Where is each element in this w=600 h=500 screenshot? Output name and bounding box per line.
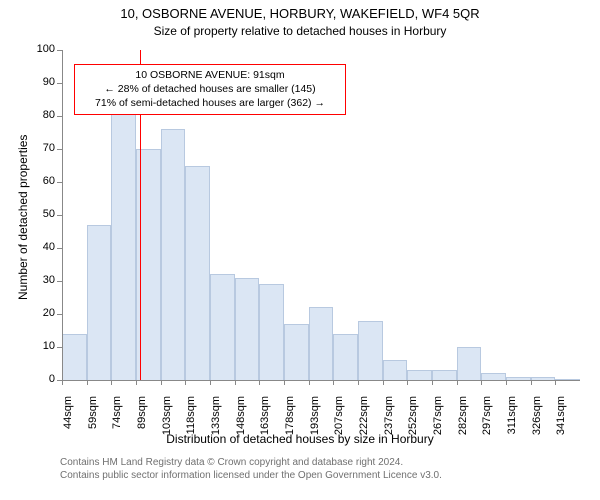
footer-attribution: Contains HM Land Registry data © Crown c… — [60, 456, 442, 482]
histogram-bar — [309, 307, 334, 380]
footer-line-1: Contains HM Land Registry data © Crown c… — [60, 456, 442, 469]
x-axis-label: Distribution of detached houses by size … — [0, 432, 600, 446]
x-tick — [506, 380, 507, 385]
x-tick — [235, 380, 236, 385]
histogram-bar — [185, 166, 210, 381]
y-tick-label: 80 — [27, 109, 55, 121]
y-tick — [57, 116, 62, 117]
x-tick — [87, 380, 88, 385]
chart-subtitle: Size of property relative to detached ho… — [0, 24, 600, 38]
histogram-bar — [87, 225, 112, 380]
y-tick-label: 0 — [27, 373, 55, 385]
y-tick — [57, 248, 62, 249]
y-tick — [57, 149, 62, 150]
y-tick-label: 90 — [27, 76, 55, 88]
y-tick — [57, 215, 62, 216]
histogram-bar — [62, 334, 87, 380]
y-tick — [57, 314, 62, 315]
y-axis-line — [62, 50, 63, 380]
chart-container: 10, OSBORNE AVENUE, HORBURY, WAKEFIELD, … — [0, 0, 600, 500]
x-tick — [161, 380, 162, 385]
y-tick-label: 10 — [27, 340, 55, 352]
histogram-bar — [111, 113, 136, 380]
x-tick — [383, 380, 384, 385]
x-tick — [210, 380, 211, 385]
plot-area: 010203040506070809010044sqm59sqm74sqm89s… — [62, 50, 580, 380]
y-tick — [57, 50, 62, 51]
y-tick — [57, 83, 62, 84]
histogram-bar — [161, 129, 186, 380]
histogram-bar — [358, 321, 383, 380]
x-tick — [481, 380, 482, 385]
x-tick — [555, 380, 556, 385]
histogram-bar — [284, 324, 309, 380]
histogram-bar — [383, 360, 408, 380]
histogram-bar — [333, 334, 358, 380]
histogram-bar — [432, 370, 457, 380]
x-tick — [358, 380, 359, 385]
y-tick-label: 30 — [27, 274, 55, 286]
histogram-bar — [210, 274, 235, 380]
x-axis-line — [62, 380, 580, 381]
y-tick-label: 60 — [27, 175, 55, 187]
y-tick — [57, 281, 62, 282]
x-tick — [432, 380, 433, 385]
annotation-box: 10 OSBORNE AVENUE: 91sqm← 28% of detache… — [74, 64, 346, 115]
x-tick — [407, 380, 408, 385]
histogram-bar — [235, 278, 260, 380]
x-tick — [259, 380, 260, 385]
x-tick — [185, 380, 186, 385]
x-tick — [531, 380, 532, 385]
histogram-bar — [259, 284, 284, 380]
annotation-line-2: ← 28% of detached houses are smaller (14… — [81, 82, 339, 96]
footer-line-2: Contains public sector information licen… — [60, 469, 442, 482]
histogram-bar — [481, 373, 506, 380]
annotation-line-3: 71% of semi-detached houses are larger (… — [81, 96, 339, 110]
y-tick-label: 70 — [27, 142, 55, 154]
x-tick — [62, 380, 63, 385]
x-tick — [136, 380, 137, 385]
y-tick — [57, 182, 62, 183]
y-tick-label: 20 — [27, 307, 55, 319]
y-tick — [57, 347, 62, 348]
annotation-line-1: 10 OSBORNE AVENUE: 91sqm — [81, 68, 339, 82]
chart-title: 10, OSBORNE AVENUE, HORBURY, WAKEFIELD, … — [0, 6, 600, 21]
histogram-bar — [407, 370, 432, 380]
y-tick-label: 50 — [27, 208, 55, 220]
x-tick — [333, 380, 334, 385]
x-tick — [309, 380, 310, 385]
x-tick — [457, 380, 458, 385]
y-tick-label: 40 — [27, 241, 55, 253]
x-tick — [284, 380, 285, 385]
x-tick — [111, 380, 112, 385]
histogram-bar — [457, 347, 482, 380]
y-tick-label: 100 — [27, 43, 55, 55]
